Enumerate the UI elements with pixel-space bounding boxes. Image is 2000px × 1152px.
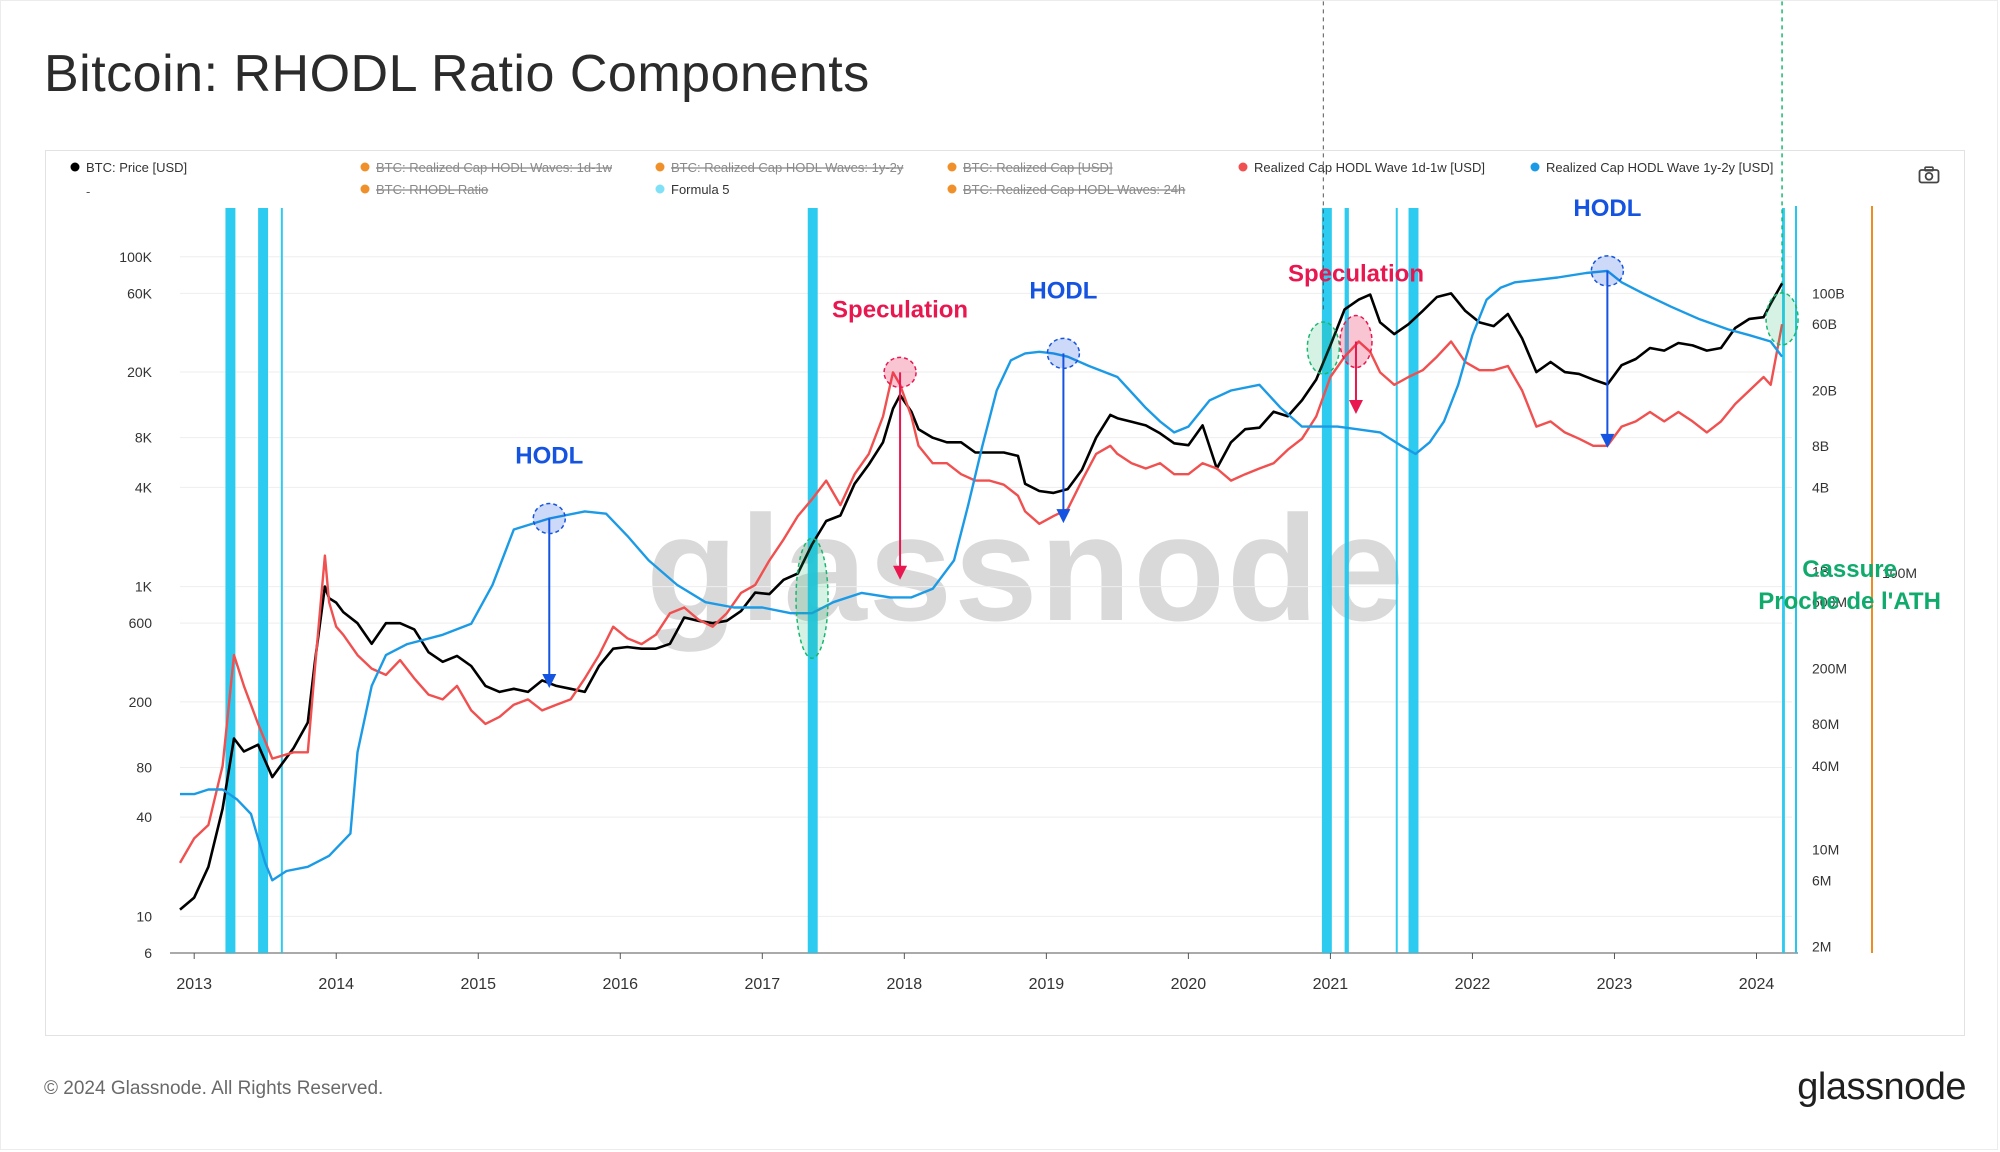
hodl-label: HODL [1573,195,1641,222]
y-right-tick-label: 40M [1812,758,1839,774]
legend-swatch [655,184,665,194]
cassure-label: Cassure [1802,556,1897,583]
hodl-label: HODL [515,443,583,470]
legend-item-label[interactable]: Realized Cap HODL Wave 1d-1w [USD] [1254,160,1485,175]
y-left-tick-label: 60K [127,285,153,301]
y-right-tick-label: 6M [1812,872,1831,888]
y-right-tick-label: 10M [1812,841,1839,857]
x-tick-label: 2022 [1455,976,1491,993]
hodl-arrowhead [1056,509,1071,524]
x-tick-label: 2015 [460,976,496,993]
legend-swatch [360,162,370,172]
legend-item-label[interactable]: BTC: Realized Cap HODL Waves: 1y-2y [671,160,904,175]
formula5-bar [1782,208,1785,953]
formula5-bar [1344,208,1349,953]
speculation-label: Speculation [1288,261,1424,288]
formula5-bar [258,208,269,953]
breakout-highlight [1765,292,1799,346]
breakout-highlight [1306,321,1341,375]
watermark-text: glassnode [646,484,1406,652]
y-right-tick-label: 1B [1812,563,1829,579]
formula5-bar [225,208,236,953]
legend-item-label[interactable]: BTC: Realized Cap HODL Waves: 1d-1w [376,160,613,175]
hodl-arrowhead [1600,433,1615,448]
glassnode-logo[interactable]: glassnode [1797,1066,1966,1108]
x-tick-label: 2014 [318,976,354,993]
legend-swatch [1238,162,1248,172]
series-line-2 [180,269,1784,882]
formula5-bar [1395,208,1398,953]
legend-item-label[interactable]: Realized Cap HODL Wave 1y-2y [USD] [1546,160,1773,175]
y-left-tick-label: 1K [135,579,153,595]
y-left-tick-label: 40 [136,809,152,825]
legend-dash: - [86,184,90,199]
x-tick-label: 2024 [1739,976,1775,993]
x-tick-label: 2013 [176,976,212,993]
y-left-tick-label: 100K [119,249,152,265]
legend-item-label[interactable]: Formula 5 [671,182,730,197]
speculation-arrowhead [1348,400,1363,415]
speculation-label: Speculation [832,296,968,323]
y-right-tick-label: 100B [1812,285,1845,301]
formula5-bar [280,208,283,953]
speculation-arrowhead [893,565,908,580]
legend-item-label[interactable]: BTC: RHODL Ratio [376,182,488,197]
y-left-tick-label: 200 [129,694,153,710]
x-tick-label: 2017 [745,976,781,993]
legend-swatch [70,162,80,172]
x-tick-label: 2019 [1029,976,1065,993]
y-right-tick-label: 60B [1812,316,1837,332]
legend-swatch [655,162,665,172]
y-left-tick-label: 80 [136,759,152,775]
x-tick-label: 2018 [887,976,923,993]
formula5-bar [807,208,818,953]
series-line-1 [178,323,1784,864]
series-line-0 [179,282,1784,911]
legend-swatch [360,184,370,194]
y-left-tick-label: 20K [127,364,153,380]
y-right-tick-label: 80M [1812,716,1839,732]
legend-item-label[interactable]: BTC: Realized Cap HODL Waves: 24h [963,182,1185,197]
y-right-tick-label: 4B [1812,480,1829,496]
x-tick-label: 2021 [1313,976,1349,993]
hodl-label: HODL [1029,277,1097,304]
y-right-tick-label: 600M [1812,594,1847,610]
camera-icon[interactable] [1918,166,1940,189]
y-left-tick-label: 6 [144,945,152,961]
x-tick-label: 2020 [1171,976,1207,993]
legend-swatch [1530,162,1540,172]
x-tick-label: 2023 [1597,976,1633,993]
y-right-tick-label: 200M [1812,661,1847,677]
legend-item-label[interactable]: BTC: Realized Cap [USD] [963,160,1113,175]
breakout-highlight [795,537,829,659]
legend-swatch [947,184,957,194]
copyright-text: © 2024 Glassnode. All Rights Reserved. [44,1078,384,1099]
y-right-tick-label: 8B [1812,438,1829,454]
formula5-bar [1408,208,1419,953]
cassure-label: Proche de l'ATH [1758,588,1941,615]
legend-item-label[interactable]: BTC: Price [USD] [86,160,187,175]
x-tick-label: 2016 [602,976,638,993]
chart-panel [45,150,1965,1036]
y-left-tick-label: 8K [135,430,153,446]
legend-swatch [947,162,957,172]
hodl-arrowhead [542,673,557,688]
y-left-tick-label: 4K [135,479,153,495]
y-right-tick-label: 20B [1812,383,1837,399]
page-title: Bitcoin: RHODL Ratio Components [44,45,870,103]
orange-axis-label: 100M [1882,565,1917,581]
y-right-tick-label: 2M [1812,939,1831,955]
y-left-tick-label: 600 [129,615,153,631]
formula5-bar [1321,208,1332,953]
y-left-tick-label: 10 [136,908,152,924]
